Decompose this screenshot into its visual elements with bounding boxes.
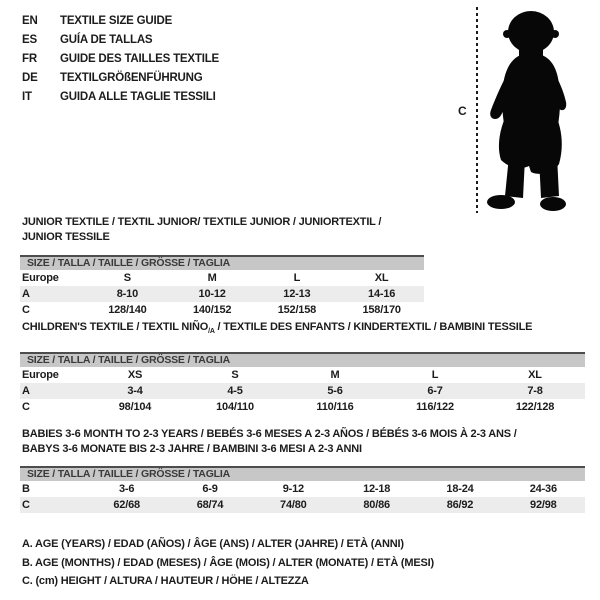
language-row-fr: FR GUIDE DES TAILLES TEXTILE: [22, 49, 219, 68]
size-cell: 5-6: [327, 384, 343, 397]
baby-silhouette-icon: [487, 11, 567, 211]
size-cell: XL: [528, 368, 542, 381]
childrens-table-title: CHILDREN'S TEXTILE / TEXTIL NIÑO/A / TEX…: [20, 320, 585, 340]
language-title: GUIDE DES TAILLES TEXTILE: [60, 52, 219, 65]
language-title: TEXTILGRÖßENFÜHRUNG: [60, 71, 203, 84]
language-code: EN: [22, 14, 38, 27]
language-list: EN TEXTILE SIZE GUIDE ES GUÍA DE TALLAS …: [22, 11, 219, 106]
junior-table-title: JUNIOR TEXTILE / TEXTIL JUNIOR/ TEXTILE …: [22, 216, 382, 243]
table-row-europe: Europe XS S M L XL: [20, 367, 585, 383]
language-code: IT: [22, 90, 32, 103]
size-cell: 128/140: [108, 304, 147, 316]
size-cell: 74/80: [280, 499, 307, 511]
table-row-height: C 128/140 140/152 152/158 158/170: [20, 302, 424, 318]
legend-line-c: C. (cm) HEIGHT / ALTURA / HAUTEUR / HÖHE…: [22, 575, 309, 587]
title-line-2: BABYS 3-6 MONATE BIS 2-3 JAHRE / BAMBINI…: [22, 442, 362, 455]
size-header-bar: SIZE / TALLA / TAILLE / GRÖSSE / TAGLIA: [20, 466, 585, 481]
size-cell: 152/158: [277, 304, 317, 316]
size-cell: 3-4: [127, 384, 143, 397]
table-row-age: A 3-4 4-5 5-6 6-7 7-8: [20, 382, 585, 399]
childrens-textile-section: CHILDREN'S TEXTILE / TEXTIL NIÑO/A / TEX…: [20, 320, 585, 415]
size-cell: XS: [127, 368, 143, 381]
table-row-height: C 98/104 104/110 110/116 116/122 122/128: [20, 399, 585, 415]
language-code: ES: [22, 33, 37, 46]
size-cell: 10-12: [198, 288, 226, 300]
legend-line-a: A. AGE (YEARS) / EDAD (AÑOS) / ÂGE (ANS)…: [22, 538, 404, 550]
size-cell: 12-18: [363, 483, 391, 495]
language-title: TEXTILE SIZE GUIDE: [60, 14, 173, 27]
title-line-1: BABIES 3-6 MONTH TO 2-3 YEARS / BEBÉS 3-…: [22, 428, 517, 440]
measurement-legend: A. AGE (YEARS) / EDAD (AÑOS) / ÂGE (ANS)…: [22, 535, 434, 591]
title-text: / TEXTILE DES ENFANTS / KINDERTEXTIL / B…: [214, 321, 533, 333]
language-row-de: DE TEXTILGRÖßENFÜHRUNG: [22, 68, 219, 87]
size-cell: 158/170: [362, 304, 401, 316]
row-label: C: [22, 400, 30, 413]
row-label: A: [22, 288, 30, 300]
language-title: GUIDA ALLE TAGLIE TESSILI: [60, 90, 216, 103]
size-cell: XL: [374, 272, 389, 284]
size-cell: 24-36: [529, 483, 557, 495]
row-label: Europe: [22, 368, 59, 381]
table-row-age: A 8-10 10-12 12-13 14-16: [20, 286, 424, 302]
row-label: C: [22, 499, 30, 511]
size-cell: 3-6: [119, 483, 135, 495]
babies-textile-section: BABIES 3-6 MONTH TO 2-3 YEARS / BEBÉS 3-…: [20, 427, 585, 513]
row-label: C: [22, 304, 30, 316]
language-code: DE: [22, 71, 38, 84]
title-subscript: /A: [208, 328, 215, 336]
title-text: CHILDREN'S TEXTILE / TEXTIL NIÑO: [22, 321, 209, 333]
size-cell: 6-7: [427, 384, 443, 397]
language-code: FR: [22, 52, 37, 65]
size-cell: 14-16: [368, 288, 396, 300]
row-label: A: [22, 384, 30, 397]
language-row-it: IT GUIDA ALLE TAGLIE TESSILI: [22, 87, 219, 106]
size-cell: 62/68: [113, 499, 140, 511]
babies-table-title: BABIES 3-6 MONTH TO 2-3 YEARS / BEBÉS 3-…: [20, 427, 585, 456]
size-cell: 4-5: [227, 384, 243, 397]
size-header-bar: SIZE / TALLA / TAILLE / GRÖSSE / TAGLIA: [20, 351, 585, 367]
size-cell: 8-10: [116, 288, 138, 300]
size-cell: 122/128: [515, 400, 555, 413]
size-cell: 9-12: [282, 483, 304, 495]
language-row-es: ES GUÍA DE TALLAS: [22, 30, 219, 49]
language-row-en: EN TEXTILE SIZE GUIDE: [22, 11, 219, 30]
size-cell: 86/92: [446, 499, 474, 511]
language-title: GUÍA DE TALLAS: [60, 33, 153, 46]
height-measure-line: [476, 7, 478, 213]
size-cell: M: [207, 272, 217, 284]
table-row-europe: Europe S M L XL: [20, 270, 424, 286]
size-cell: 80/86: [363, 499, 390, 511]
row-label: B: [22, 483, 30, 495]
size-cell: 98/104: [118, 400, 152, 413]
size-cell: 6-9: [202, 483, 218, 495]
size-cell: L: [293, 272, 301, 284]
size-cell: 18-24: [446, 483, 474, 495]
size-header-bar: SIZE / TALLA / TAILLE / GRÖSSE / TAGLIA: [20, 255, 424, 270]
size-cell: 116/122: [416, 400, 454, 413]
size-cell: 92/98: [530, 499, 557, 511]
table-row-height: C 62/68 68/74 74/80 80/86 86/92 92/98: [20, 497, 585, 513]
size-cell: L: [431, 368, 439, 381]
height-measure-label: C: [458, 104, 467, 118]
row-label: Europe: [22, 272, 59, 284]
junior-textile-section: JUNIOR TEXTILE / TEXTIL JUNIOR/ TEXTILE …: [20, 215, 424, 318]
size-cell: 7-8: [527, 384, 543, 397]
size-cell: 12-13: [283, 288, 311, 300]
size-cell: 110/116: [316, 400, 354, 413]
size-cell: 68/74: [196, 499, 224, 511]
legend-line-b: B. AGE (MONTHS) / EDAD (MESES) / ÂGE (MO…: [22, 556, 434, 569]
size-cell: S: [123, 272, 131, 284]
table-row-months: B 3-6 6-9 9-12 12-18 18-24 24-36: [20, 481, 585, 497]
size-cell: 140/152: [192, 304, 232, 316]
size-cell: M: [330, 368, 340, 381]
size-cell: 104/110: [216, 400, 254, 413]
size-cell: S: [231, 368, 239, 381]
